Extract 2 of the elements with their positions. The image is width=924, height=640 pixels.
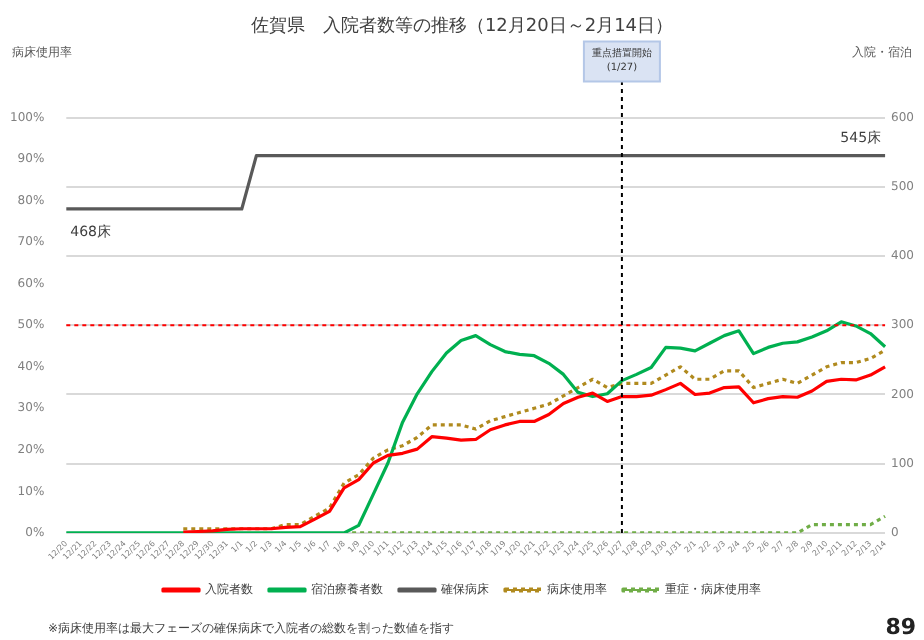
chart-title: 佐賀県 入院者数等の推移（12月20日～2月14日）	[250, 15, 674, 38]
text: 89	[885, 614, 916, 640]
